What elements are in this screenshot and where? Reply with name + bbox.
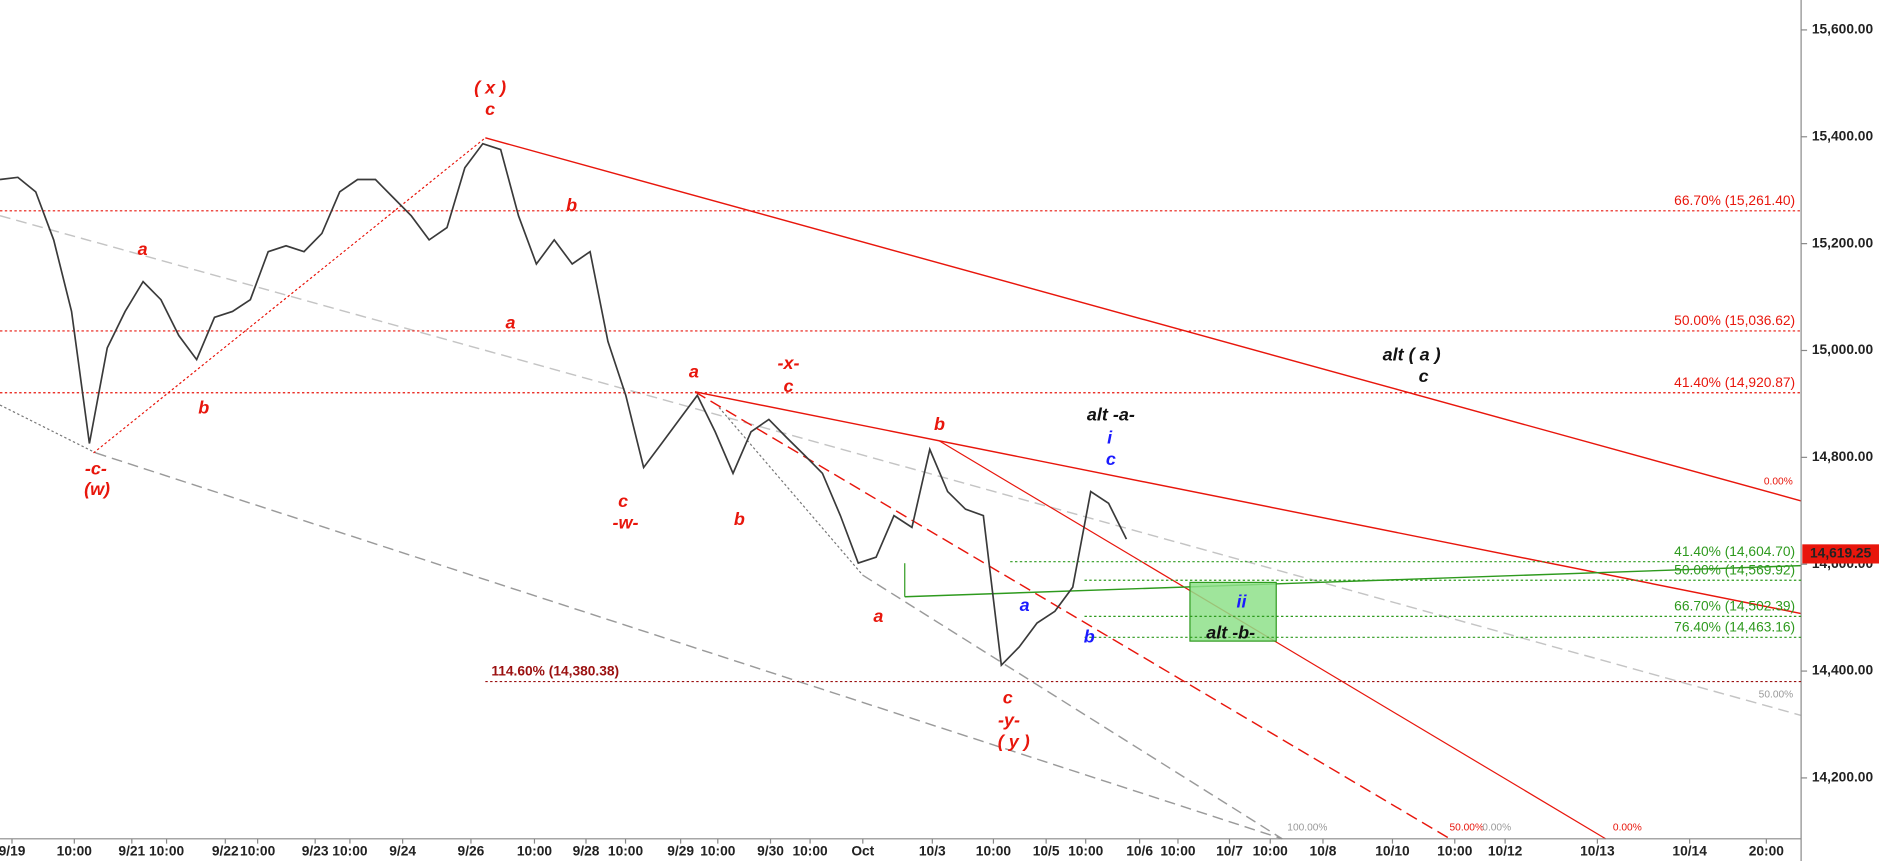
x-tick-label: 9/21 bbox=[118, 844, 145, 859]
wave-label: b bbox=[198, 397, 209, 417]
wave-label: (w) bbox=[84, 479, 110, 499]
wave-label: c bbox=[1419, 366, 1429, 386]
trend-line bbox=[93, 137, 486, 454]
x-tick-label: 10/5 bbox=[1033, 844, 1060, 859]
wave-label: ( y ) bbox=[998, 732, 1030, 752]
plot-area bbox=[0, 137, 1802, 840]
level-label: 50.00% (14,569.92) bbox=[1674, 562, 1795, 577]
wave-label: alt ( a ) bbox=[1383, 345, 1441, 365]
trend-line bbox=[904, 564, 1802, 598]
wave-label: a bbox=[873, 606, 883, 626]
y-tick-label: 15,000.00 bbox=[1812, 342, 1874, 357]
x-tick-label: 9/24 bbox=[389, 844, 416, 859]
x-tick-label: 9/30 bbox=[757, 844, 784, 859]
wave-label: a bbox=[138, 239, 148, 259]
y-tick-label: 15,200.00 bbox=[1812, 235, 1874, 250]
x-tick-label: 9/28 bbox=[573, 844, 600, 859]
wave-label: -c- bbox=[85, 458, 107, 478]
wave-label: c bbox=[784, 376, 794, 396]
wave-label: i bbox=[1107, 427, 1113, 447]
wave-label: alt -a- bbox=[1087, 405, 1135, 425]
y-tick-label: 14,400.00 bbox=[1812, 663, 1874, 678]
wave-label: a bbox=[505, 312, 515, 332]
wave-label: -w- bbox=[613, 512, 639, 532]
wave-label: -y- bbox=[998, 710, 1020, 730]
wave-label: b bbox=[566, 195, 577, 215]
pct-label: 100.00% bbox=[1287, 823, 1327, 834]
level-label: 76.40% (14,463.16) bbox=[1674, 619, 1795, 634]
wave-label: b bbox=[1084, 626, 1095, 646]
x-tick-label: 10/3 bbox=[919, 844, 946, 859]
trend-line bbox=[485, 137, 1802, 502]
wave-label: alt -b- bbox=[1206, 623, 1255, 643]
x-tick-label: 10:00 bbox=[976, 844, 1012, 859]
wave-label: c bbox=[1003, 687, 1013, 707]
x-tick-label: 9/26 bbox=[458, 844, 485, 859]
target-box bbox=[1189, 581, 1277, 642]
x-tick-label: 10:00 bbox=[240, 844, 276, 859]
trend-line bbox=[95, 452, 1283, 840]
level-label: 66.70% (14,502.39) bbox=[1674, 598, 1795, 613]
pct-label: 50.00% bbox=[1759, 690, 1794, 701]
x-tick-label: 9/19 bbox=[0, 844, 26, 859]
x-tick-label: 9/22 bbox=[212, 844, 239, 859]
pct-label: 50.00% bbox=[1450, 823, 1485, 834]
wave-label: c bbox=[485, 99, 495, 119]
x-tick-label: 10/14 bbox=[1672, 844, 1707, 859]
level-label: 114.60% (14,380.38) bbox=[491, 664, 619, 679]
last-price-box bbox=[1802, 544, 1879, 564]
x-tick-label: Oct bbox=[851, 844, 874, 859]
wave-label: a bbox=[689, 361, 699, 381]
level-label: 50.00% (15,036.62) bbox=[1674, 313, 1795, 328]
level-label: 41.40% (14,920.87) bbox=[1674, 375, 1795, 390]
x-tick-label: 10:00 bbox=[608, 844, 644, 859]
wave-label: ( x ) bbox=[474, 77, 506, 97]
last-price-label: 14,619.25 bbox=[1810, 546, 1872, 561]
level-label: 66.70% (15,261.40) bbox=[1674, 193, 1795, 208]
trend-line bbox=[0, 404, 97, 454]
x-tick-label: 10:00 bbox=[1437, 844, 1473, 859]
pct-label: 0.00% bbox=[1482, 823, 1511, 834]
wave-label: b bbox=[934, 414, 945, 434]
trend-line bbox=[694, 391, 1451, 840]
x-tick-label: 10:00 bbox=[149, 844, 185, 859]
x-tick-label: 10:00 bbox=[1160, 844, 1196, 859]
x-tick-label: 10:00 bbox=[1068, 844, 1104, 859]
x-tick-label: 10:00 bbox=[332, 844, 368, 859]
x-tick-label: 10:00 bbox=[792, 844, 828, 859]
wave-label: -x- bbox=[778, 353, 800, 373]
pct-label: 0.00% bbox=[1613, 823, 1642, 834]
x-tick-label: 10/8 bbox=[1310, 844, 1337, 859]
level-label: 41.40% (14,604.70) bbox=[1674, 544, 1795, 559]
x-tick-label: 10:00 bbox=[1253, 844, 1289, 859]
trend-line bbox=[862, 574, 1283, 840]
x-tick-label: 10/12 bbox=[1488, 844, 1523, 859]
wave-label: a bbox=[1020, 595, 1030, 615]
x-tick-label: 10/10 bbox=[1375, 844, 1410, 859]
price-line bbox=[0, 142, 1128, 668]
trend-line bbox=[0, 215, 1802, 717]
y-tick-label: 15,600.00 bbox=[1812, 22, 1874, 37]
y-tick-label: 14,800.00 bbox=[1812, 449, 1874, 464]
x-tick-label: 20:00 bbox=[1749, 844, 1785, 859]
x-tick-label: 10:00 bbox=[700, 844, 736, 859]
x-tick-label: 9/23 bbox=[302, 844, 329, 859]
x-tick-label: 10/6 bbox=[1126, 844, 1153, 859]
wave-label: c bbox=[618, 491, 628, 511]
wave-label: c bbox=[1106, 449, 1116, 469]
wave-label: ii bbox=[1236, 592, 1247, 612]
x-tick-label: 10:00 bbox=[517, 844, 553, 859]
y-tick-label: 14,200.00 bbox=[1812, 770, 1874, 785]
x-tick-label: 10:00 bbox=[57, 844, 93, 859]
x-tick-label: 10/7 bbox=[1216, 844, 1243, 859]
pct-label: 0.00% bbox=[1764, 476, 1793, 487]
x-tick-label: 10/13 bbox=[1580, 844, 1615, 859]
trend-line bbox=[718, 407, 864, 576]
x-tick-label: 9/29 bbox=[667, 844, 694, 859]
y-tick-label: 15,400.00 bbox=[1812, 128, 1874, 143]
trend-line bbox=[694, 391, 1802, 615]
wave-label: b bbox=[734, 509, 745, 529]
